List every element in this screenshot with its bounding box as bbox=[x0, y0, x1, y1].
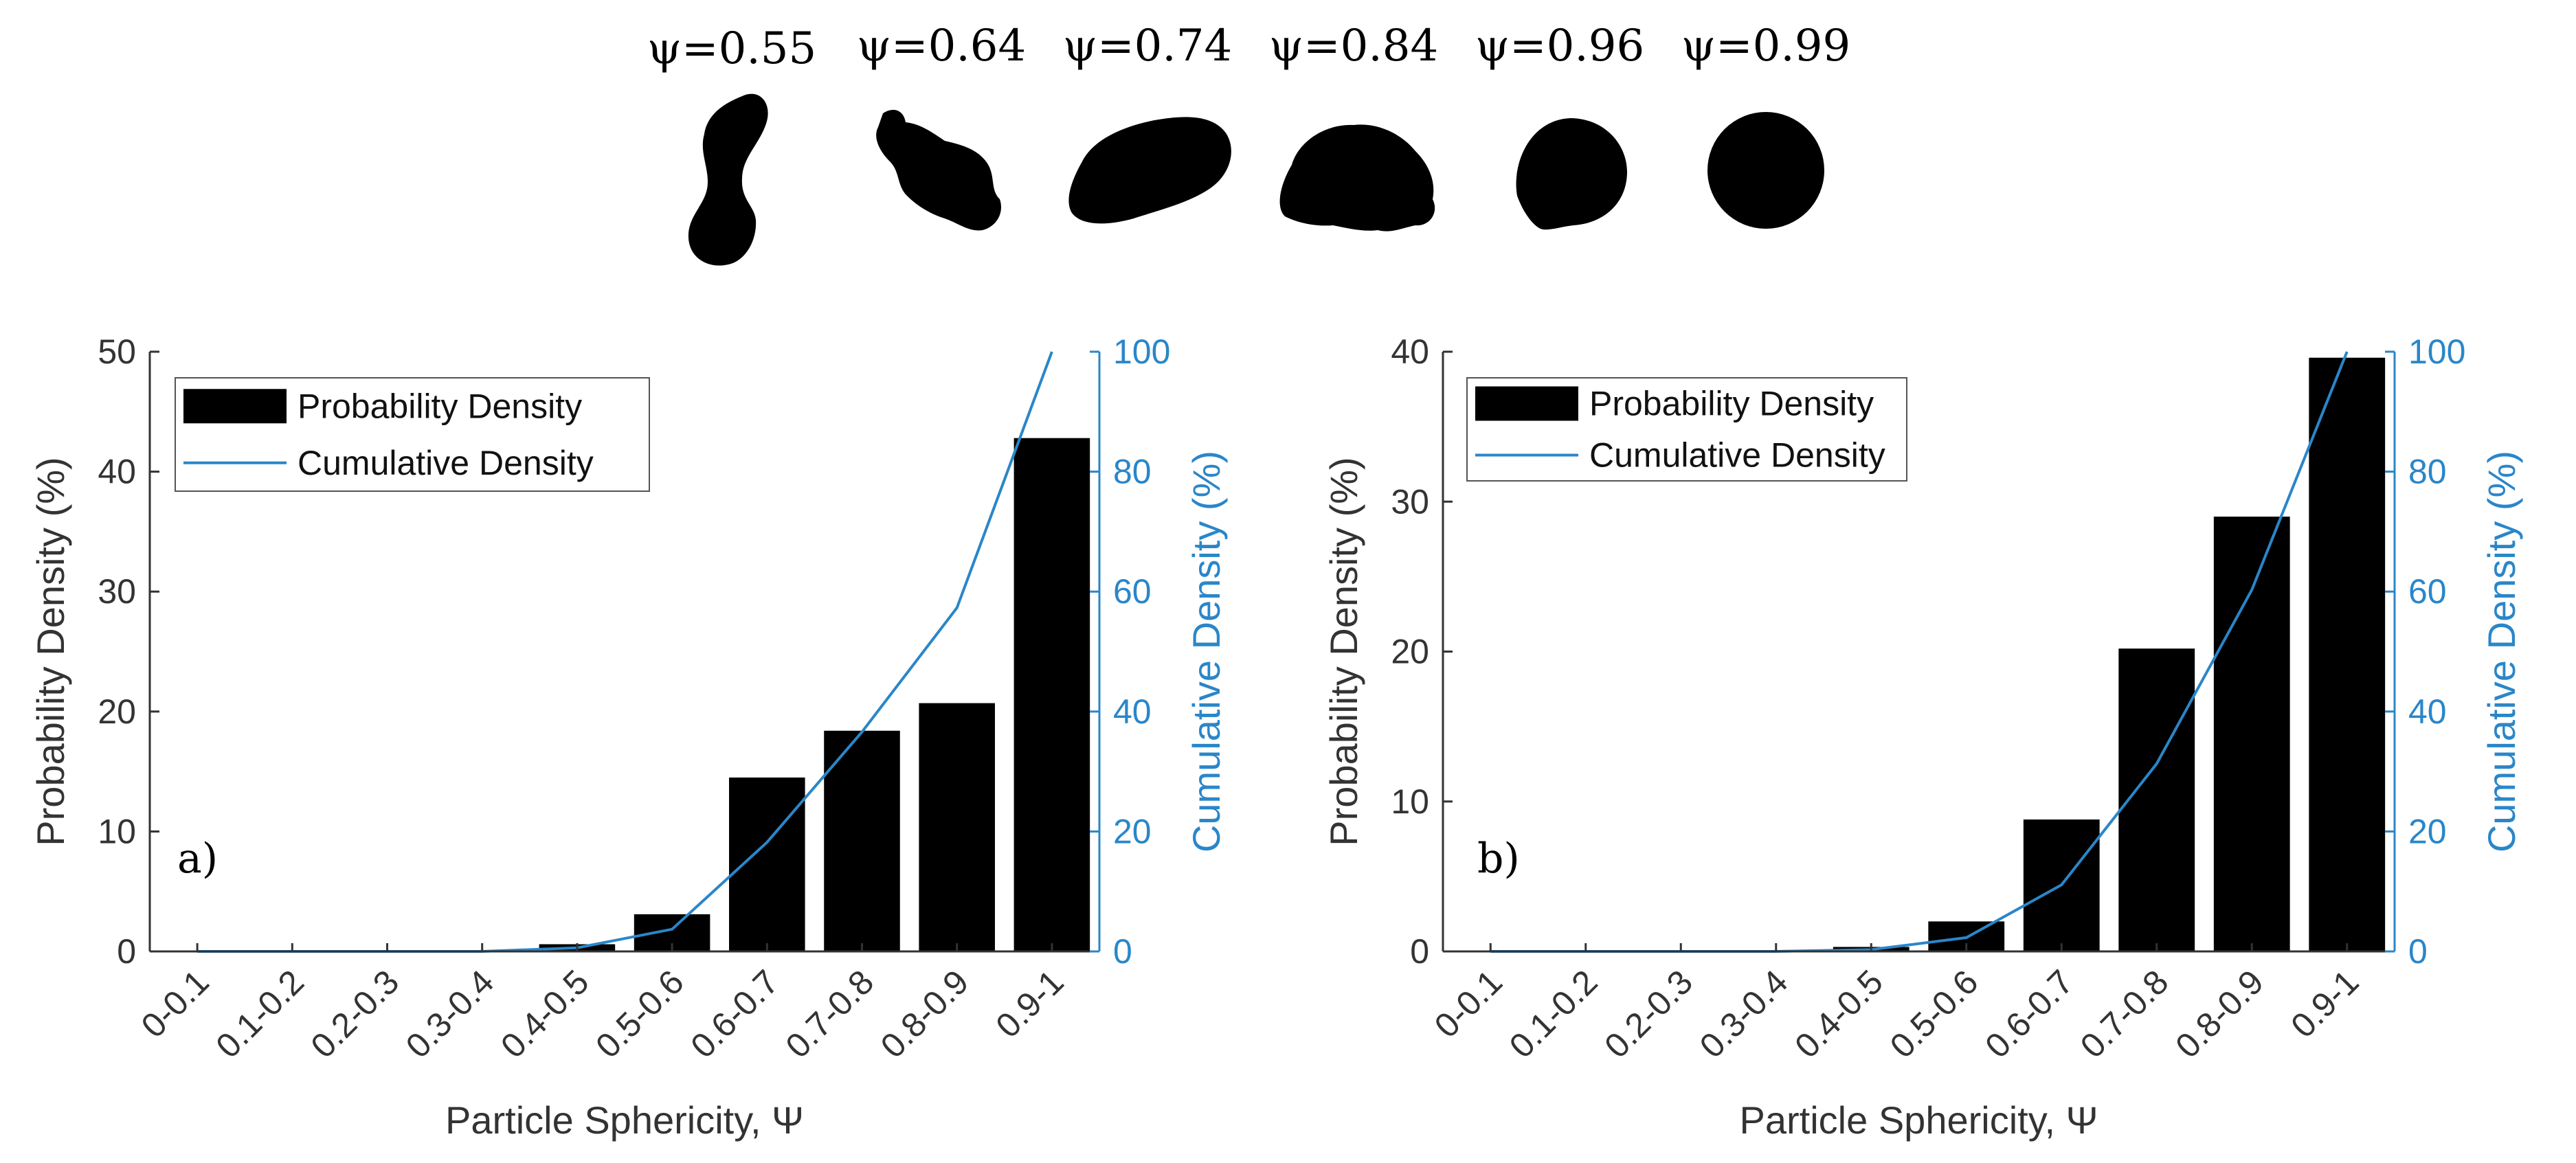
chart-b-xtick-label-1: 0.1-0.2 bbox=[1502, 962, 1605, 1065]
chart-b-xtick-label-3: 0.3-0.4 bbox=[1692, 962, 1795, 1065]
chart-b-xtick-label-5: 0.5-0.6 bbox=[1883, 962, 1986, 1065]
chart-a-y2tick-label-4: 80 bbox=[1113, 453, 1152, 491]
chart-a-ytick-label-5: 50 bbox=[98, 332, 136, 371]
chart-b-y2tick-label-5: 100 bbox=[2408, 332, 2465, 371]
chart-a-xtick-label-7: 0.7-0.8 bbox=[779, 962, 882, 1065]
chart-a-ytick-label-4: 40 bbox=[98, 453, 136, 491]
chart-a-ytick-label-2: 20 bbox=[98, 692, 136, 731]
chart-b-xtick-label-0: 0-0.1 bbox=[1427, 962, 1510, 1045]
psi-label-4: ψ=0.84 bbox=[1269, 21, 1438, 71]
near-circle-particle-icon bbox=[1516, 118, 1627, 230]
chart-a-xtick-label-9: 0.9-1 bbox=[988, 962, 1071, 1045]
elongated-particle-icon bbox=[688, 93, 768, 266]
chart-b-bar-8 bbox=[2118, 648, 2195, 951]
chart-a-y2label: Cumulative Density (%) bbox=[1185, 451, 1228, 853]
irregular-particle-icon bbox=[876, 109, 1002, 231]
chart-a-legend: Probability Density Cumulative Density bbox=[175, 377, 650, 492]
chart-a-ytick-label-0: 0 bbox=[117, 932, 136, 971]
chart-a-y2tick-label-2: 40 bbox=[1113, 692, 1152, 731]
chart-a-legend-label-1: Probability Density bbox=[298, 387, 582, 425]
psi-label-6: ψ=0.99 bbox=[1681, 21, 1850, 71]
chart-b-panel-label: b) bbox=[1477, 835, 1520, 883]
chart-a-legend-label-2: Cumulative Density bbox=[298, 444, 594, 482]
chart-a-xtick-label-1: 0.1-0.2 bbox=[208, 962, 311, 1065]
chart-a-y2tick-label-1: 20 bbox=[1113, 812, 1152, 850]
chart-b-xtick-label-6: 0.6-0.7 bbox=[1978, 962, 2081, 1065]
chart-b-legend-label-2: Cumulative Density bbox=[1589, 436, 1885, 475]
chart-b-y2tick-label-2: 40 bbox=[2408, 692, 2447, 731]
chart-b-y2label: Cumulative Density (%) bbox=[2480, 451, 2523, 853]
chart-a-bar-10 bbox=[1013, 438, 1090, 951]
chart-a-y2tick-label-0: 0 bbox=[1113, 932, 1132, 971]
chart-a-xtick-label-3: 0.3-0.4 bbox=[399, 962, 502, 1065]
chart-b-legend: Probability Density Cumulative Density bbox=[1466, 377, 1907, 482]
chart-a-xtick-label-8: 0.8-0.9 bbox=[873, 962, 976, 1065]
chart-b-xtick-label-4: 0.4-0.5 bbox=[1787, 962, 1890, 1065]
chart-a-bars bbox=[539, 438, 1090, 951]
particle-shapes-row: ψ=0.55 ψ=0.64 ψ=0.74 ψ=0.84 ψ=0.96 ψ=0.9… bbox=[647, 21, 1850, 266]
chart-b: 0 10 20 30 40 0 20 40 60 80 100 0-0.10.1-0.20.2-0.3… bbox=[1322, 332, 2523, 1142]
chart-a-bar-7 bbox=[729, 777, 805, 951]
chart-a-xtick-label-5: 0.5-0.6 bbox=[588, 962, 691, 1065]
chart-a-xtick-label-4: 0.4-0.5 bbox=[493, 962, 596, 1065]
chart-a-xlabel: Particle Sphericity, Ψ bbox=[445, 1098, 804, 1142]
chart-b-xtick-label-7: 0.7-0.8 bbox=[2073, 962, 2176, 1065]
chart-b-bar-9 bbox=[2213, 517, 2290, 951]
oblong-particle-icon bbox=[1068, 117, 1231, 224]
psi-label-1: ψ=0.55 bbox=[647, 23, 816, 74]
chart-a-ytick-label-1: 10 bbox=[98, 812, 136, 850]
chart-b-bar-10 bbox=[2309, 357, 2386, 951]
circle-particle-icon bbox=[1707, 112, 1824, 229]
chart-a-ylabel: Probability Density (%) bbox=[29, 457, 72, 846]
chart-a-legend-bar-swatch bbox=[183, 389, 287, 424]
chart-b-bars bbox=[1833, 357, 2386, 951]
chart-a-xtick-label-2: 0.2-0.3 bbox=[304, 962, 407, 1065]
chart-b-ytick-label-0: 0 bbox=[1410, 932, 1429, 971]
chart-b-xtick-label-9: 0.9-1 bbox=[2283, 962, 2366, 1045]
chart-a-bar-9 bbox=[919, 703, 995, 951]
chart-b-ytick-label-3: 30 bbox=[1391, 482, 1429, 521]
chart-a-y2tick-label-3: 60 bbox=[1113, 572, 1152, 611]
chart-b-ytick-label-2: 20 bbox=[1391, 633, 1429, 671]
chart-a-panel-label: a) bbox=[177, 835, 218, 883]
psi-label-5: ψ=0.96 bbox=[1475, 21, 1644, 71]
chart-a-xtick-label-6: 0.6-0.7 bbox=[683, 962, 786, 1065]
chart-b-xtick-label-2: 0.2-0.3 bbox=[1597, 962, 1700, 1065]
chart-b-xlabel: Particle Sphericity, Ψ bbox=[1740, 1098, 2098, 1142]
chart-b-y2tick-label-3: 60 bbox=[2408, 572, 2447, 611]
chart-a-xtick-label-0: 0-0.1 bbox=[134, 962, 216, 1045]
chart-a: 0 10 20 30 40 50 0 20 40 60 80 100 0-0.10.1-0.20.2-0… bbox=[29, 332, 1228, 1142]
psi-label-2: ψ=0.64 bbox=[857, 21, 1026, 71]
chart-b-legend-label-1: Probability Density bbox=[1589, 385, 1874, 423]
chart-b-y2tick-label-4: 80 bbox=[2408, 453, 2447, 491]
chart-b-xtick-label-8: 0.8-0.9 bbox=[2168, 962, 2271, 1065]
chart-a-y2tick-label-5: 100 bbox=[1113, 332, 1170, 371]
chart-b-ytick-label-1: 10 bbox=[1391, 782, 1429, 821]
psi-label-3: ψ=0.74 bbox=[1063, 21, 1232, 71]
chart-b-y2tick-label-1: 20 bbox=[2408, 812, 2447, 850]
chart-a-ytick-label-3: 30 bbox=[98, 572, 136, 611]
rounded-irregular-particle-icon bbox=[1279, 124, 1435, 232]
chart-b-y2tick-label-0: 0 bbox=[2408, 932, 2428, 971]
chart-a-bar-8 bbox=[824, 730, 900, 951]
chart-b-legend-bar-swatch bbox=[1475, 386, 1578, 421]
chart-b-ylabel: Probability Density (%) bbox=[1322, 457, 1365, 846]
chart-b-ytick-label-4: 40 bbox=[1391, 332, 1429, 371]
